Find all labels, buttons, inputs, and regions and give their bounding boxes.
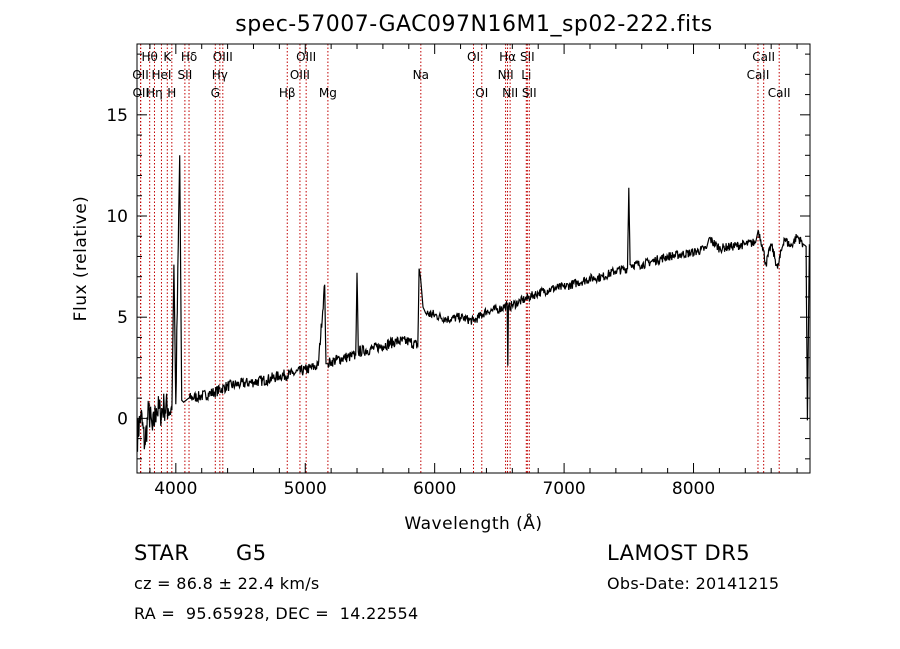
- line-marker-label-7: SII: [178, 68, 193, 82]
- line-marker-label-20: NII: [498, 68, 514, 82]
- coordinates-label: RA = 95.65928, DEC = 14.22554: [134, 604, 419, 623]
- line-marker-label-18: OI: [475, 86, 488, 100]
- x-tick-label-1: 5000: [284, 479, 327, 499]
- line-marker-label-10: Hγ: [212, 68, 228, 82]
- line-marker-label-25: CaII: [752, 50, 775, 64]
- survey-label: LAMOST DR5: [607, 541, 751, 565]
- x-tick-label-2: 6000: [413, 479, 456, 499]
- line-marker-label-13: OIII: [290, 68, 310, 82]
- obs-date-label: Obs-Date: 20141215: [607, 574, 780, 593]
- line-marker-label-23: Li: [521, 68, 531, 82]
- line-marker-label-4: HeI: [151, 68, 171, 82]
- line-marker-label-16: Na: [413, 68, 429, 82]
- y-tick-label-3: 15: [106, 106, 128, 126]
- spectrum-chart: spec-57007-GAC097N16M1_sp02-222.fits Hθ OI…: [71, 12, 811, 534]
- line-marker-label-22: SII: [520, 50, 535, 64]
- subclass-label: G5: [236, 541, 267, 565]
- line-marker-label-14: Hβ: [279, 86, 296, 100]
- line-marker-label-17: OI: [467, 50, 480, 64]
- plot-frame: [136, 43, 811, 474]
- line-marker-label-3: K: [163, 50, 172, 64]
- line-marker-label-26: CaII: [747, 68, 770, 82]
- line-marker-label-11: G: [211, 86, 220, 100]
- line-marker-label-8: H: [167, 86, 176, 100]
- line-marker-label-9: OIII: [213, 50, 233, 64]
- x-tick-label-0: 4000: [154, 479, 197, 499]
- line-marker-label-27: CaII: [768, 86, 791, 100]
- y-tick-label-0: 0: [117, 409, 128, 429]
- spectrum-line: [137, 155, 810, 452]
- line-marker-label-1: OII: [132, 68, 149, 82]
- x-tick-label-4: 8000: [672, 479, 715, 499]
- line-marker-label-19: Hα: [499, 50, 516, 64]
- redshift-label: cz = 86.8 ± 22.4 km/s: [134, 574, 320, 593]
- line-marker-label-15: Mg: [319, 86, 337, 100]
- line-marker-label-0: Hθ: [141, 50, 157, 64]
- line-marker-label-6: Hδ: [181, 50, 197, 64]
- line-marker-label-12: OIII: [296, 50, 316, 64]
- line-marker-label-5: Hη: [146, 86, 163, 100]
- y-tick-label-2: 10: [106, 207, 128, 227]
- y-axis-label: Flux (relative): [71, 196, 91, 322]
- object-class-label: STAR: [134, 541, 190, 565]
- y-tick-label-1: 5: [117, 308, 128, 328]
- x-axis-label: Wavelength (Å): [404, 512, 542, 534]
- line-marker-label-24: SII: [522, 86, 537, 100]
- chart-title: spec-57007-GAC097N16M1_sp02-222.fits: [235, 12, 713, 37]
- x-tick-label-3: 7000: [542, 479, 585, 499]
- line-marker-label-21: NII: [502, 86, 518, 100]
